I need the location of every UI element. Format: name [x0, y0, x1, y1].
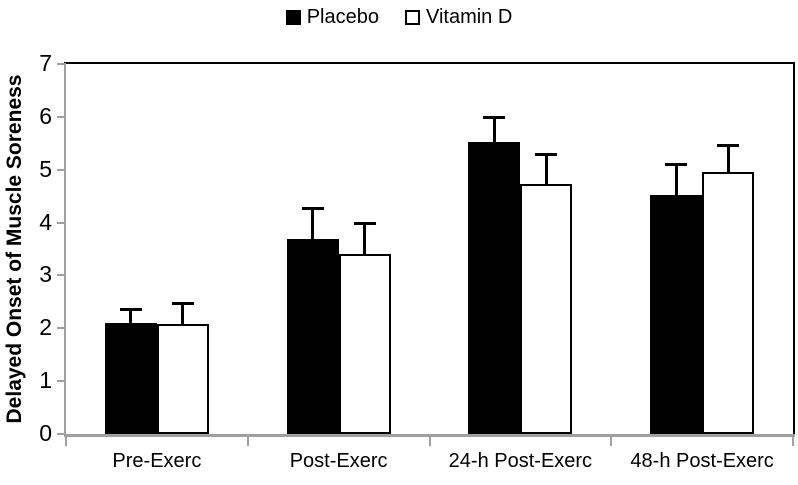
y-tick-label: 0 [39, 420, 52, 446]
y-tick-label: 6 [39, 102, 52, 129]
legend-label-vitamin-d: Vitamin D [425, 6, 513, 28]
plot-right-border [793, 62, 795, 437]
y-axis-tick [57, 433, 66, 435]
y-axis-tick [57, 380, 66, 383]
x-axis-tick [428, 437, 431, 446]
error-bar-cap [665, 162, 688, 166]
y-axis-line [64, 64, 66, 434]
y-tick-label: 7 [39, 50, 52, 76]
error-bar-line [311, 207, 315, 239]
bar-vitamin-d-1 [156, 324, 209, 434]
error-bar-line [181, 301, 185, 325]
error-bar-line [726, 144, 730, 173]
error-bar-line [674, 162, 678, 196]
error-bar-cap [535, 152, 558, 156]
y-axis-tick [57, 168, 66, 171]
y-axis-tick [57, 63, 66, 65]
x-axis-label: 48-h Post-Exerc [630, 450, 774, 472]
x-axis-line [64, 434, 795, 437]
bar-vitamin-d-2 [338, 254, 391, 434]
bar-placebo-3 [468, 142, 521, 434]
error-bar-cap [119, 308, 142, 312]
y-tick-label: 1 [39, 367, 52, 394]
x-axis-label: Post-Exerc [289, 450, 388, 472]
x-axis-label: 24-h Post-Exerc [448, 450, 593, 472]
y-axis-tick [57, 274, 66, 277]
error-bar-line [544, 152, 548, 184]
error-bar-cap [301, 207, 324, 211]
bar-vitamin-d-3 [520, 183, 573, 434]
error-bar-line [363, 222, 367, 255]
vitamin-d-swatch-icon [404, 9, 420, 25]
y-tick-label: 3 [39, 261, 52, 288]
x-axis-tick [65, 437, 67, 446]
error-bar-line [492, 115, 496, 143]
chart-legend: Placebo Vitamin D [0, 6, 798, 28]
legend-item-vitamin-d: Vitamin D [404, 6, 513, 28]
x-axis-label: Pre-Exerc [112, 450, 202, 472]
y-axis-tick [57, 115, 66, 118]
y-axis-tick [57, 327, 66, 330]
y-tick-label: 4 [39, 208, 52, 235]
error-bar-line [129, 308, 133, 323]
x-axis-tick [246, 437, 249, 446]
y-axis-tick [57, 221, 66, 224]
error-bar-cap [353, 222, 376, 226]
bar-placebo-1 [104, 323, 157, 434]
y-tick-label: 2 [39, 314, 52, 341]
x-axis-tick [792, 437, 794, 446]
error-bar-cap [171, 301, 194, 305]
error-bar-cap [717, 144, 740, 148]
bar-placebo-4 [650, 195, 703, 434]
legend-label-placebo: Placebo [306, 6, 379, 28]
legend-item-placebo: Placebo [285, 6, 379, 28]
plot-top-border [64, 62, 795, 64]
error-bar-cap [483, 115, 506, 119]
y-tick-label: 5 [39, 155, 52, 182]
placebo-swatch-icon [285, 9, 301, 25]
x-axis-tick [610, 437, 613, 446]
bar-vitamin-d-4 [702, 172, 755, 434]
bar-placebo-2 [286, 238, 339, 434]
